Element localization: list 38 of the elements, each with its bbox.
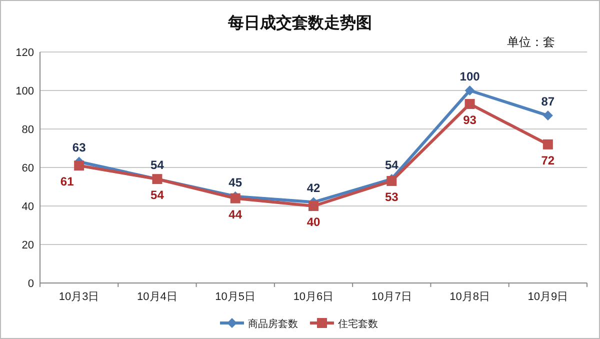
point	[542, 139, 553, 150]
y-tick-label: 80	[22, 124, 34, 136]
data-label: 54	[384, 158, 399, 172]
point	[464, 98, 475, 109]
x-tick-label: 10月7日	[371, 291, 412, 303]
data-label: 53	[384, 190, 399, 204]
y-tick-label: 40	[22, 201, 34, 213]
y-tick-label: 0	[28, 278, 34, 290]
x-tick-label: 10月9日	[528, 291, 568, 303]
data-label: 40	[306, 215, 320, 229]
y-tick-label: 60	[22, 162, 34, 174]
point	[308, 201, 318, 211]
chart-title: 每日成交套数走势图	[227, 13, 372, 32]
data-label: 54	[150, 158, 164, 172]
y-tick-label: 100	[16, 86, 34, 98]
legend-label: 商品房套数	[248, 318, 298, 330]
data-label: 87	[541, 94, 555, 109]
data-label: 54	[150, 188, 164, 202]
x-tick-label: 10月8日	[450, 291, 490, 303]
x-tick-label: 10月6日	[293, 291, 334, 303]
y-tick-label: 20	[22, 240, 34, 252]
point	[74, 160, 84, 171]
y-tick-label: 120	[16, 47, 34, 59]
data-label: 93	[463, 112, 477, 127]
data-label: 63	[72, 140, 86, 155]
point	[542, 110, 553, 121]
point	[464, 86, 475, 96]
data-label: 72	[541, 153, 555, 168]
x-tick-label: 10月3日	[58, 291, 100, 303]
legend-label: 住宅套数	[338, 318, 378, 330]
data-label: 42	[306, 181, 320, 196]
text: 单位：套	[507, 35, 555, 49]
data-label: 61	[60, 174, 74, 189]
data-label: 45	[228, 175, 242, 190]
data-label: 100	[460, 70, 480, 84]
data-label: 44	[228, 207, 242, 222]
x-tick-label: 10月5日	[215, 291, 256, 303]
x-tick-label: 10月4日	[137, 291, 178, 303]
